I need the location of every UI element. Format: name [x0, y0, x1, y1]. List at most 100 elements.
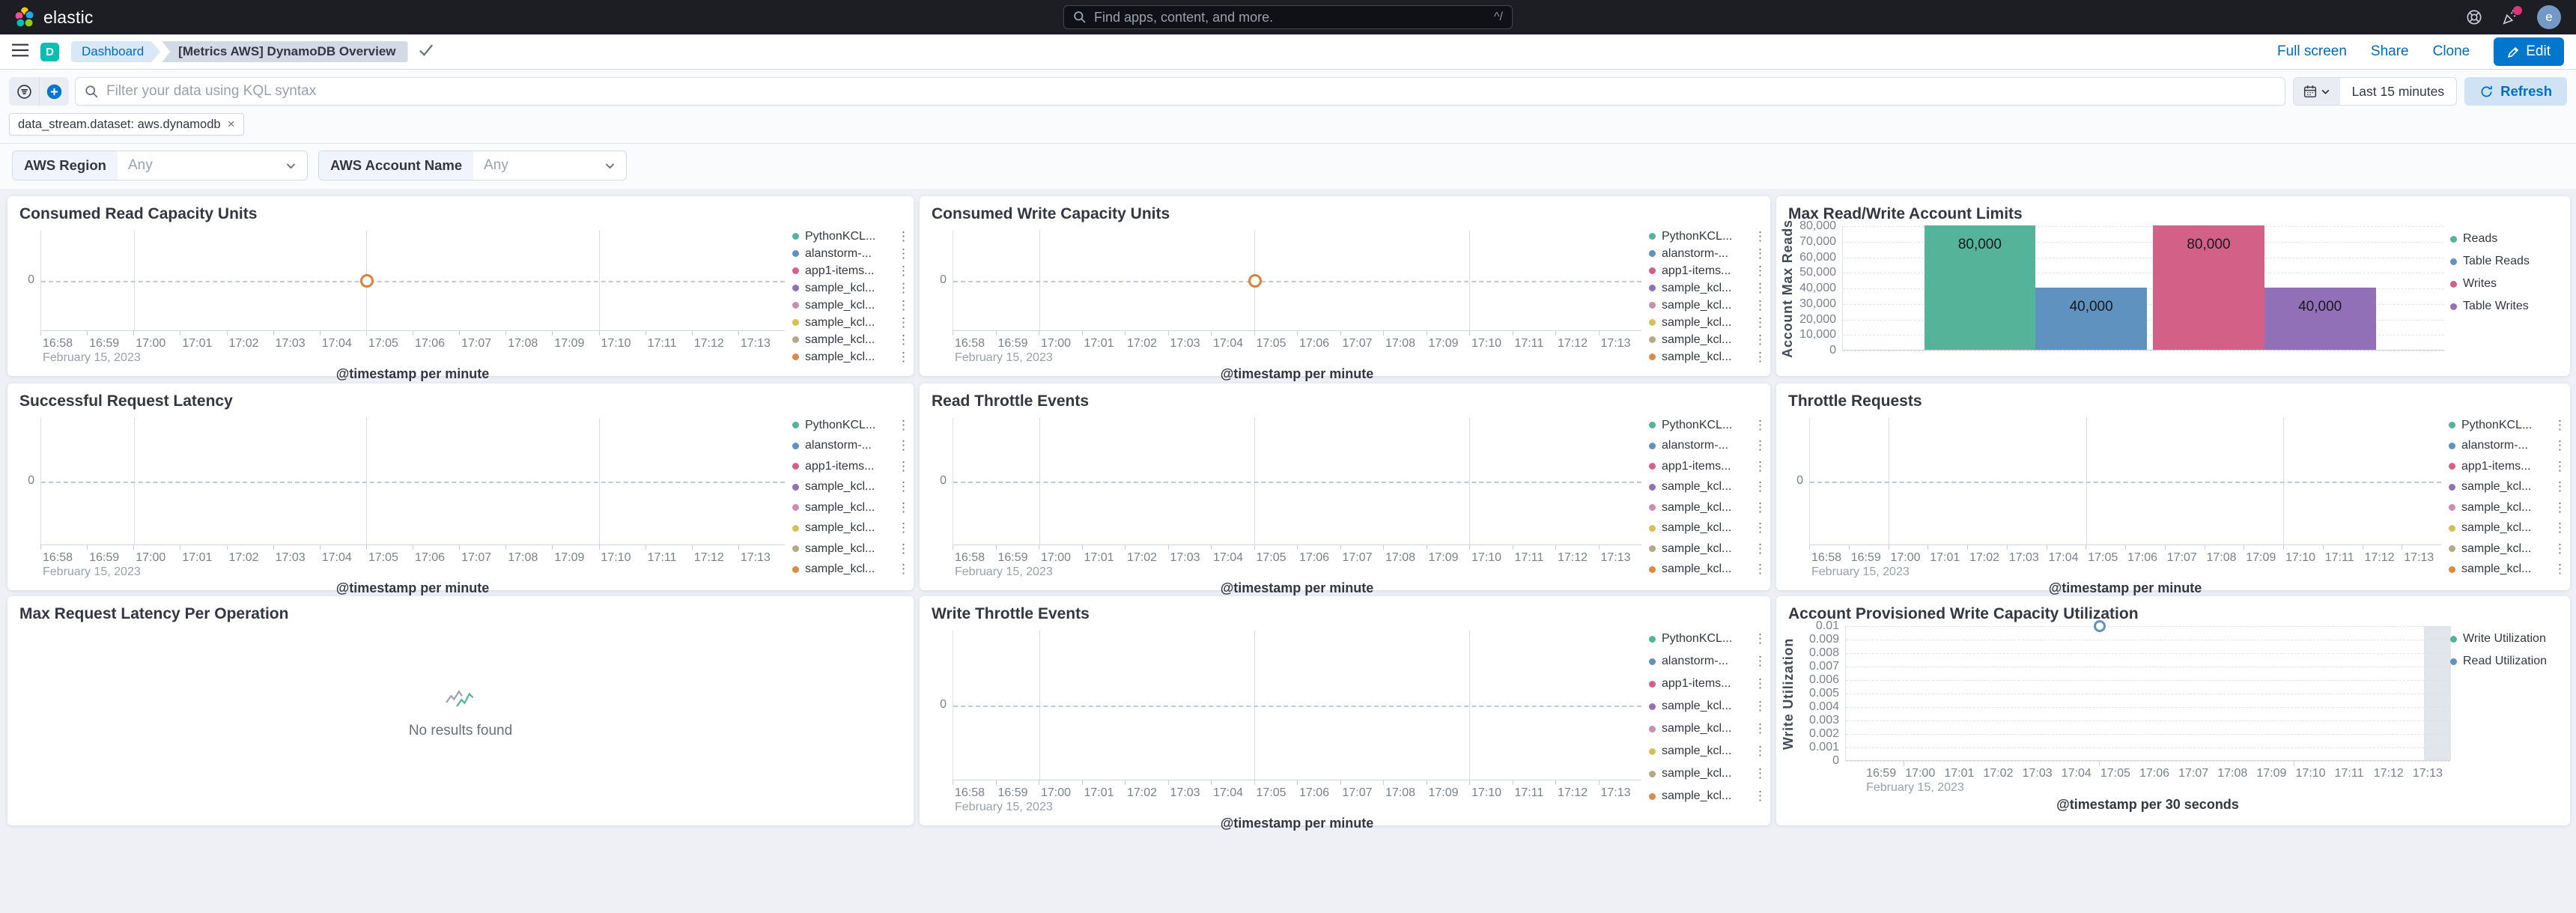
legend-item-menu-icon[interactable]: ⋮	[1754, 699, 1767, 713]
legend-item-label[interactable]: sample_kcl...	[1662, 767, 1732, 780]
legend-item-label[interactable]: sample_kcl...	[1662, 722, 1732, 735]
legend-item-menu-icon[interactable]: ⋮	[897, 332, 910, 347]
refresh-button[interactable]: Refresh	[2464, 77, 2567, 106]
legend-item-label[interactable]: PythonKCL...	[805, 229, 876, 243]
legend-item-menu-icon[interactable]: ⋮	[2554, 458, 2566, 473]
filter-pill[interactable]: data_stream.dataset: aws.dynamodb ×	[9, 113, 244, 136]
global-search-input[interactable]	[1094, 9, 1487, 25]
breadcrumb-dashboard[interactable]: Dashboard	[71, 41, 160, 62]
legend-item-label[interactable]: sample_kcl...	[1662, 789, 1732, 802]
legend-item-menu-icon[interactable]: ⋮	[1754, 332, 1767, 347]
legend-item-label[interactable]: Write Utilization	[2463, 632, 2546, 645]
legend-item-menu-icon[interactable]: ⋮	[1754, 766, 1767, 780]
legend-item-menu-icon[interactable]: ⋮	[1754, 246, 1767, 261]
legend-item-menu-icon[interactable]: ⋮	[1754, 500, 1767, 515]
legend-item-label[interactable]: sample_kcl...	[805, 562, 875, 576]
legend-item-menu-icon[interactable]: ⋮	[2554, 417, 2566, 432]
legend-item-menu-icon[interactable]: ⋮	[2554, 521, 2566, 536]
legend-item-menu-icon[interactable]: ⋮	[1754, 280, 1767, 295]
legend-item-menu-icon[interactable]: ⋮	[2554, 438, 2566, 453]
legend-item-label[interactable]: sample_kcl...	[1662, 744, 1732, 757]
legend-item-label[interactable]: Reads	[2463, 232, 2498, 245]
legend-item-menu-icon[interactable]: ⋮	[897, 417, 910, 432]
legend-item-menu-icon[interactable]: ⋮	[1754, 654, 1767, 668]
legend-item-menu-icon[interactable]: ⋮	[897, 500, 910, 515]
dashboard-app-icon[interactable]: D	[40, 42, 59, 61]
legend-item-label[interactable]: alanstorm-...	[1662, 439, 1728, 452]
legend-item-label[interactable]: alanstorm-...	[805, 246, 872, 260]
legend-item-label[interactable]: sample_kcl...	[2461, 521, 2532, 535]
legend-item-label[interactable]: PythonKCL...	[1662, 418, 1733, 431]
legend-item-label[interactable]: sample_kcl...	[1662, 480, 1732, 494]
legend-item-menu-icon[interactable]: ⋮	[897, 521, 910, 536]
legend-item-label[interactable]: PythonKCL...	[805, 418, 876, 431]
edit-button[interactable]: Edit	[2494, 37, 2564, 66]
legend-item-menu-icon[interactable]: ⋮	[1754, 417, 1767, 432]
legend-item-label[interactable]: alanstorm-...	[1662, 655, 1728, 667]
news-button[interactable]	[2501, 6, 2522, 26]
legend-item-label[interactable]: sample_kcl...	[1662, 298, 1732, 312]
legend-item-menu-icon[interactable]: ⋮	[897, 541, 910, 556]
legend-item-menu-icon[interactable]: ⋮	[1754, 744, 1767, 758]
legend-item-menu-icon[interactable]: ⋮	[897, 263, 910, 278]
legend-item-menu-icon[interactable]: ⋮	[897, 228, 910, 243]
legend-item-label[interactable]: sample_kcl...	[805, 350, 875, 363]
legend-item-menu-icon[interactable]: ⋮	[1754, 521, 1767, 536]
legend-item-menu-icon[interactable]: ⋮	[897, 562, 910, 577]
legend-item-menu-icon[interactable]: ⋮	[1754, 789, 1767, 803]
legend-item-menu-icon[interactable]: ⋮	[897, 246, 910, 261]
legend-item-menu-icon[interactable]: ⋮	[897, 479, 910, 494]
time-range-value[interactable]: Last 15 minutes	[2351, 83, 2445, 99]
legend-item-label[interactable]: PythonKCL...	[2461, 418, 2533, 431]
legend-item-label[interactable]: sample_kcl...	[2461, 500, 2532, 514]
legend-item-menu-icon[interactable]: ⋮	[897, 297, 910, 312]
legend-item-label[interactable]: Writes	[2463, 277, 2497, 290]
legend-item-label[interactable]: sample_kcl...	[1662, 281, 1732, 294]
legend-item-menu-icon[interactable]: ⋮	[1754, 315, 1767, 330]
legend-item-menu-icon[interactable]: ⋮	[1754, 541, 1767, 556]
legend-item-label[interactable]: PythonKCL...	[1662, 632, 1733, 645]
legend-item-menu-icon[interactable]: ⋮	[1754, 458, 1767, 473]
legend-item-label[interactable]: sample_kcl...	[1662, 350, 1732, 363]
legend-item-label[interactable]: sample_kcl...	[805, 480, 875, 494]
menu-button[interactable]	[12, 43, 28, 61]
clone-link[interactable]: Clone	[2432, 43, 2470, 59]
legend-item-menu-icon[interactable]: ⋮	[897, 349, 910, 364]
legend-item-menu-icon[interactable]: ⋮	[1754, 263, 1767, 278]
legend-item-menu-icon[interactable]: ⋮	[897, 438, 910, 453]
legend-item-menu-icon[interactable]: ⋮	[1754, 228, 1767, 243]
legend-item-menu-icon[interactable]: ⋮	[1754, 438, 1767, 453]
share-link[interactable]: Share	[2370, 43, 2409, 59]
aws-region-control[interactable]: AWS Region Any	[12, 151, 308, 181]
help-button[interactable]	[2465, 8, 2483, 26]
legend-item-label[interactable]: sample_kcl...	[2461, 542, 2532, 555]
legend-item-menu-icon[interactable]: ⋮	[2554, 541, 2566, 556]
legend-item-label[interactable]: sample_kcl...	[1662, 315, 1732, 329]
legend-item-menu-icon[interactable]: ⋮	[2554, 562, 2566, 577]
calendar-button[interactable]	[2293, 78, 2340, 105]
full-screen-link[interactable]: Full screen	[2276, 43, 2347, 59]
legend-item-label[interactable]: app1-items...	[1662, 459, 1731, 473]
add-filter-button[interactable]	[39, 77, 69, 106]
kql-query-input[interactable]	[106, 83, 2276, 100]
legend-item-menu-icon[interactable]: ⋮	[1754, 349, 1767, 364]
legend-item-menu-icon[interactable]: ⋮	[1754, 721, 1767, 735]
legend-item-menu-icon[interactable]: ⋮	[897, 315, 910, 330]
legend-item-label[interactable]: app1-items...	[805, 459, 875, 473]
elastic-logo[interactable]: elastic	[0, 6, 94, 28]
legend-item-label[interactable]: app1-items...	[1662, 677, 1731, 690]
legend-item-label[interactable]: sample_kcl...	[805, 521, 875, 535]
legend-item-label[interactable]: Read Utilization	[2463, 655, 2548, 667]
legend-item-menu-icon[interactable]: ⋮	[897, 280, 910, 295]
global-search-bar[interactable]: ^/	[1063, 5, 1513, 29]
legend-item-menu-icon[interactable]: ⋮	[1754, 562, 1767, 577]
user-avatar[interactable]: e	[2537, 5, 2561, 29]
legend-item-menu-icon[interactable]: ⋮	[1754, 631, 1767, 646]
legend-item-label[interactable]: sample_kcl...	[1662, 542, 1732, 555]
legend-item-label[interactable]: app1-items...	[805, 264, 875, 277]
legend-item-label[interactable]: sample_kcl...	[1662, 333, 1732, 346]
legend-item-label[interactable]: sample_kcl...	[1662, 700, 1732, 712]
legend-item-label[interactable]: PythonKCL...	[1662, 229, 1733, 243]
legend-item-label[interactable]: sample_kcl...	[2461, 562, 2532, 576]
legend-item-label[interactable]: app1-items...	[2461, 459, 2531, 473]
